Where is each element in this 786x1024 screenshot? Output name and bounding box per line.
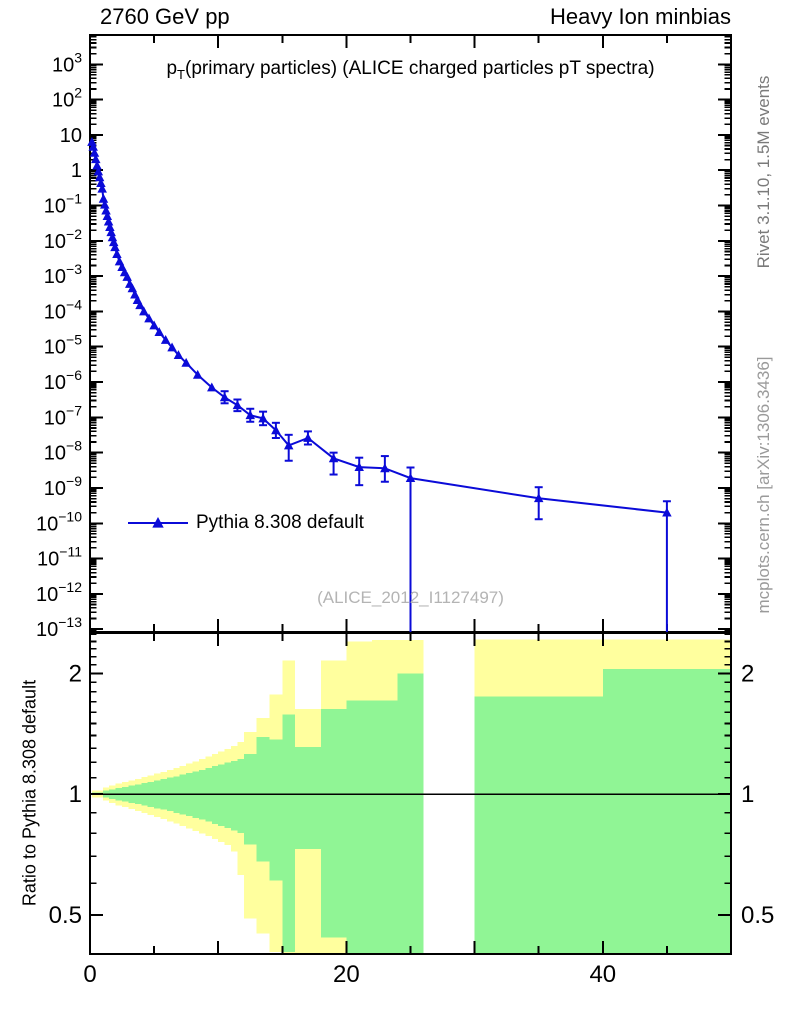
svg-text:20: 20	[333, 961, 360, 988]
plot-title-subscript: T	[177, 66, 185, 82]
svg-text:10−12: 10−12	[36, 579, 82, 606]
svg-text:10−5: 10−5	[44, 332, 82, 359]
svg-text:0.5: 0.5	[49, 902, 82, 929]
svg-text:102: 102	[52, 85, 82, 112]
svg-text:10−11: 10−11	[37, 544, 82, 571]
legend-label: Pythia 8.308 default	[196, 512, 364, 533]
svg-text:1: 1	[741, 781, 754, 808]
svg-text:10−13: 10−13	[36, 614, 82, 641]
svg-text:10−6: 10−6	[44, 367, 82, 394]
svg-text:10−8: 10−8	[44, 438, 82, 465]
rivet-version-label: Rivet 3.1.10, 1.5M events	[754, 75, 773, 269]
svg-text:10−9: 10−9	[44, 473, 82, 500]
analysis-id-watermark: (ALICE_2012_I1127497)	[317, 588, 504, 607]
svg-text:1: 1	[71, 160, 82, 182]
plot-title-rest: (primary particles) (ALICE charged parti…	[185, 58, 655, 79]
svg-text:10−1: 10−1	[44, 191, 82, 218]
svg-text:10−2: 10−2	[44, 226, 82, 253]
plot-title-prefix: p	[166, 58, 178, 79]
svg-text:2: 2	[741, 660, 754, 687]
svg-text:0.5: 0.5	[741, 902, 774, 929]
svg-text:10−3: 10−3	[44, 261, 82, 288]
svg-text:40: 40	[589, 961, 616, 988]
svg-text:1: 1	[69, 781, 82, 808]
process-label: Heavy Ion minbias	[550, 4, 731, 29]
svg-text:10−4: 10−4	[44, 296, 82, 323]
beam-energy-label: 2760 GeV pp	[100, 4, 230, 29]
svg-text:10: 10	[60, 125, 82, 147]
svg-text:10−10: 10−10	[36, 508, 82, 535]
plot-title: pT(primary particles) (ALICE charged par…	[90, 58, 731, 82]
svg-text:2: 2	[69, 660, 82, 687]
ratio-axis-label: Ratio to Pythia 8.308 default	[19, 679, 40, 907]
svg-text:10−7: 10−7	[44, 402, 82, 429]
svg-text:0: 0	[83, 961, 96, 988]
mcplots-credit-label: mcplots.cern.ch [arXiv:1306.3436]	[754, 356, 773, 614]
svg-text:103: 103	[52, 49, 82, 76]
